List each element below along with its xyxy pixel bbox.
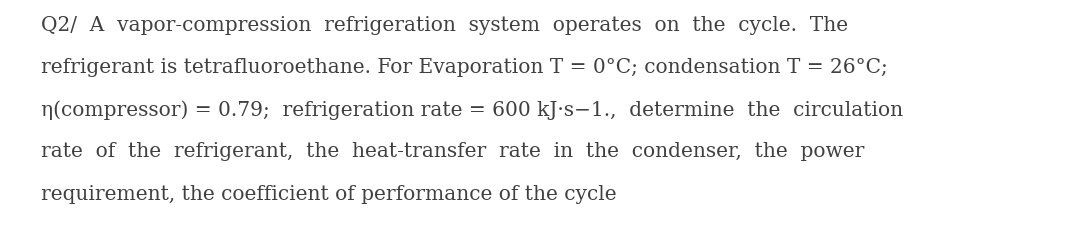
Text: requirement, the coefficient of performance of the cycle: requirement, the coefficient of performa… [41,184,617,203]
Text: rate  of  the  refrigerant,  the  heat-transfer  rate  in  the  condenser,  the : rate of the refrigerant, the heat-transf… [41,142,864,161]
Text: refrigerant is tetrafluoroethane. For Evaporation T = 0°C; condensation T = 26°C: refrigerant is tetrafluoroethane. For Ev… [41,58,888,77]
Text: η(compressor) = 0.79;  refrigeration rate = 600 kJ·s−1.,  determine  the  circul: η(compressor) = 0.79; refrigeration rate… [41,100,903,119]
Text: Q2/  A  vapor-compression  refrigeration  system  operates  on  the  cycle.  The: Q2/ A vapor-compression refrigeration sy… [41,16,848,35]
